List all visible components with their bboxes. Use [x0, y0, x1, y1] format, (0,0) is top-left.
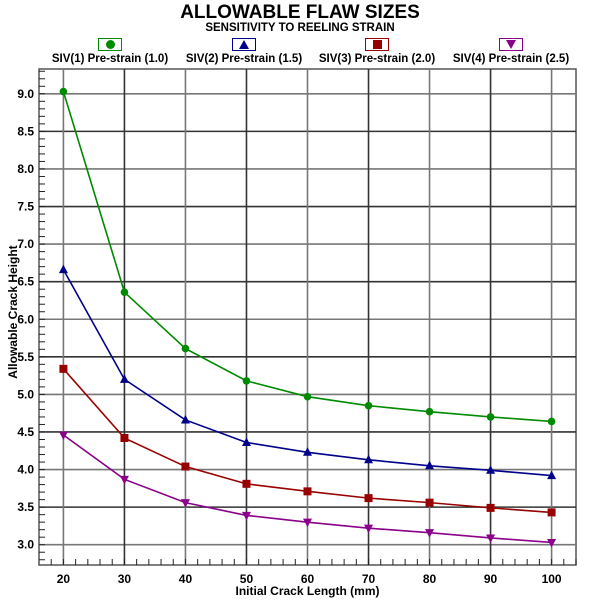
square-marker-icon [181, 462, 190, 471]
x-tick-label: 60 [301, 572, 315, 586]
y-tick-label: 4.0 [17, 463, 34, 477]
x-tick-label: 20 [57, 572, 71, 586]
legend-item-siv4: SIV(4) Pre-strain (2.5) [441, 38, 581, 65]
y-tick-label: 3.0 [17, 538, 34, 552]
circle-marker-icon [486, 413, 495, 421]
circle-marker-icon [364, 401, 373, 410]
circle-marker-icon [242, 377, 251, 385]
square-marker-icon [242, 479, 251, 488]
triangle-down-marker-icon [486, 534, 496, 543]
triangle-up-marker-icon [241, 437, 251, 447]
triangle-down-marker-icon [499, 38, 523, 51]
triangle-up-marker-icon [547, 470, 557, 480]
triangle-down-marker-icon [58, 431, 68, 440]
circle-marker-icon [181, 344, 190, 353]
square-marker-icon [425, 498, 434, 507]
chart-subtitle: SENSITIVITY TO REELING STRAIN [205, 22, 395, 34]
square-marker-icon [303, 487, 312, 496]
square-marker-icon [365, 38, 389, 51]
chart-title: ALLOWABLE FLAW SIZES [180, 2, 420, 23]
y-tick-label: 6.5 [17, 275, 34, 289]
triangle-down-marker-icon [364, 524, 374, 534]
circle-marker-icon [98, 38, 122, 51]
circle-marker-icon [547, 417, 556, 426]
circle-marker-icon [120, 288, 129, 297]
triangle-down-marker-icon [119, 475, 129, 485]
legend-item-siv2: SIV(2) Pre-strain (1.5) [174, 38, 314, 65]
legend-label: SIV(4) Pre-strain (2.5) [452, 53, 570, 65]
triangle-up-marker-icon [119, 374, 129, 383]
legend-label: SIV(2) Pre-strain (1.5) [185, 53, 303, 65]
y-tick-label: 8.0 [17, 162, 34, 176]
triangle-down-marker-icon [180, 499, 190, 508]
y-tick-label: 9.0 [17, 87, 34, 101]
triangle-down-marker-icon [303, 518, 312, 528]
triangle-down-marker-icon [547, 538, 557, 548]
triangle-up-marker-icon [232, 38, 256, 51]
circle-marker-icon [303, 392, 312, 401]
x-tick-label: 100 [542, 572, 562, 586]
x-tick-label: 70 [362, 572, 376, 586]
x-tick-label: 90 [484, 572, 498, 586]
legend-label: SIV(1) Pre-strain (1.0) [51, 53, 169, 65]
triangle-up-marker-icon [303, 447, 312, 456]
square-marker-icon [364, 494, 373, 503]
legend-label: SIV(3) Pre-strain (2.0) [318, 53, 436, 65]
triangle-down-marker-icon [241, 511, 251, 521]
x-tick-label: 80 [423, 572, 437, 586]
circle-marker-icon [425, 407, 434, 416]
x-tick-label: 30 [118, 572, 132, 586]
legend-item-siv3: SIV(3) Pre-strain (2.0) [307, 38, 447, 65]
square-marker-icon [59, 364, 68, 373]
y-tick-label: 5.0 [17, 387, 34, 401]
x-tick-label: 50 [240, 572, 254, 586]
y-axis-label: Allowable Crack Height [6, 245, 20, 379]
triangle-down-marker-icon [425, 529, 435, 538]
y-tick-label: 7.5 [17, 200, 34, 214]
square-marker-icon [547, 508, 556, 517]
x-tick-label: 40 [179, 572, 193, 586]
y-tick-label: 8.5 [17, 124, 34, 138]
y-tick-label: 7.0 [17, 237, 34, 251]
y-tick-label: 6.0 [17, 312, 34, 326]
triangle-up-marker-icon [180, 414, 190, 424]
y-tick-label: 3.5 [17, 500, 34, 514]
square-marker-icon [120, 433, 129, 442]
triangle-up-marker-icon [486, 465, 496, 474]
triangle-up-marker-icon [425, 460, 435, 470]
legend: SIV(1) Pre-strain (1.0) SIV(2) Pre-strai… [0, 38, 600, 68]
triangle-up-marker-icon [364, 454, 374, 464]
circle-marker-icon [59, 87, 68, 96]
y-tick-label: 4.5 [17, 425, 34, 439]
square-marker-icon [486, 503, 495, 512]
legend-item-siv1: SIV(1) Pre-strain (1.0) [40, 38, 180, 65]
triangle-up-marker-icon [58, 264, 68, 274]
x-axis-label: Initial Crack Length (mm) [235, 584, 380, 598]
y-tick-label: 5.5 [17, 350, 34, 364]
